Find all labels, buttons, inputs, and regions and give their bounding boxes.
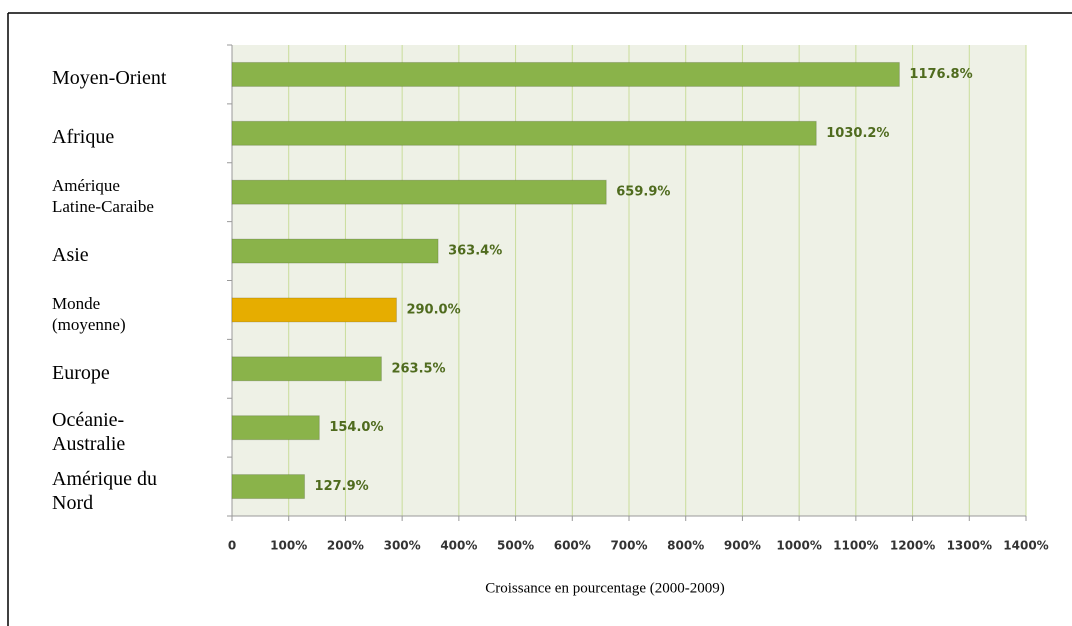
value-label: 659.9% [616, 185, 670, 200]
x-tick-label: 1300% [947, 539, 992, 553]
category-label: Asie [52, 244, 89, 267]
x-tick-label: 400% [440, 539, 477, 553]
category-label: Océanie- Australie [52, 408, 126, 455]
x-axis-title: Croissance en pourcentage (2000-2009) [485, 580, 725, 596]
value-label: 263.5% [391, 361, 445, 376]
bar [231, 297, 397, 323]
value-label: 290.0% [406, 302, 460, 317]
bar [231, 120, 817, 146]
x-tick-label: 1400% [1003, 539, 1048, 553]
x-tick-label: 200% [327, 539, 364, 553]
x-tick-label: 900% [724, 539, 761, 553]
bar [231, 415, 320, 441]
x-tick-label: 0 [228, 539, 236, 553]
bar [231, 474, 306, 500]
x-tick-label: 1200% [890, 539, 935, 553]
value-label: 154.0% [329, 420, 383, 435]
category-label: Afrique [52, 126, 115, 149]
x-tick-label: 100% [270, 539, 307, 553]
category-label: Europe [52, 361, 110, 384]
x-tick-label: 500% [497, 539, 534, 553]
x-tick-label: 700% [610, 539, 647, 553]
bar [231, 61, 900, 87]
x-tick-label: 300% [384, 539, 421, 553]
x-tick-label: 1100% [833, 539, 878, 553]
bar [231, 179, 607, 205]
category-label: Monde (moyenne) [52, 293, 126, 334]
category-label: Amérique du Nord [52, 467, 157, 514]
category-label: Moyen-Orient [52, 67, 167, 90]
value-label: 127.9% [315, 479, 369, 494]
value-label: 1030.2% [826, 126, 889, 141]
category-label: Amérique Latine-Caraibe [52, 176, 154, 217]
bar [231, 356, 382, 382]
value-label: 1176.8% [909, 67, 972, 82]
x-tick-label: 1000% [776, 539, 821, 553]
x-tick-label: 800% [667, 539, 704, 553]
bar [231, 238, 439, 264]
value-label: 363.4% [448, 244, 502, 259]
x-tick-label: 600% [554, 539, 591, 553]
